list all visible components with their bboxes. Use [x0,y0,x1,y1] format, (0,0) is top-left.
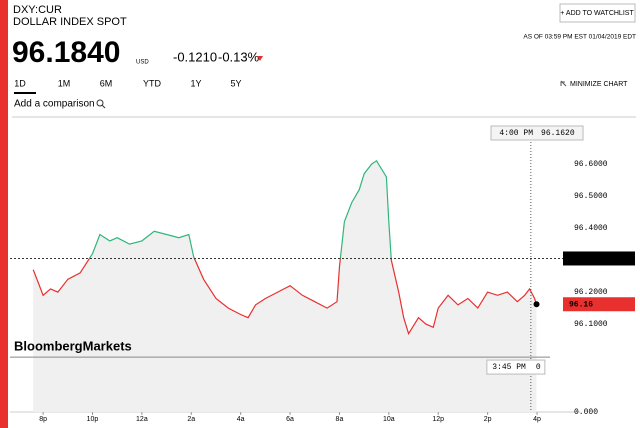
tab[interactable]: YTD [143,78,162,88]
axis-floor-label: 0.000 [574,408,598,417]
instrument-name: DOLLAR INDEX SPOT [13,16,127,28]
watchlist-button[interactable] [559,3,636,23]
last-point [533,301,540,308]
symbol: DXY:CUR [13,4,62,16]
x-tick-label: 2p [484,416,492,423]
crosshair-box [486,359,546,375]
currency: USD [136,60,149,66]
comparison-input[interactable]: Add a comparison [14,99,95,110]
x-tick-label: 6a [286,416,294,423]
x-tick-label: 10a [383,416,395,423]
x-tick-label: 8a [336,416,344,423]
as-of: AS OF 03:59 PM EST 01/04/2019 EDT [523,34,636,41]
tooltip-box [490,125,584,141]
search-icon-handle [101,104,106,109]
plot: 8p 10p 12a 2a 4a 6a 8a 10a 12p 2p 4p 96.1000 96.2000… [10,125,635,423]
x-tick-label: 12p [432,416,444,423]
tab[interactable]: 6M [100,78,113,88]
minimize-chart[interactable]: MINIMIZE CHART [570,81,628,88]
y-tick-label: 96.5000 [574,192,608,201]
watchlist-label[interactable]: + ADD TO WATCHLIST [560,10,634,17]
y-tick-label: 96.1000 [574,320,608,329]
y-tick-label: 96.6000 [574,160,608,169]
search-icon[interactable] [96,99,104,107]
last-value-box [563,297,635,312]
x-tick-label: 12a [136,416,148,423]
minimize-icon[interactable] [560,80,567,87]
crosshair-x-label: 3:45 PM [492,363,526,372]
crosshair-y-label: 0 [536,363,541,372]
last-value-label: 96.16 [569,300,593,309]
x-tick-label: 8p [39,416,47,423]
y-tick-label: 96.2000 [574,288,608,297]
tab[interactable]: 1M [58,78,71,88]
reference-label: 96.3050 [567,255,601,264]
tooltip-value: 96.1620 [541,129,575,138]
change-pct: -0.13% [218,49,260,64]
accent-bar [0,0,8,428]
price: 96.1840 [12,36,120,69]
x-tick-label: 4a [237,416,245,423]
change: -0.1210 [173,49,217,64]
tab[interactable]: 5Y [230,78,241,88]
line [32,159,538,336]
area [33,160,537,412]
y-tick-label: 96.4000 [574,224,608,233]
tab[interactable]: 1D [14,78,26,88]
down-arrow [257,56,263,61]
x-tick-label: 4p [533,416,541,423]
tab[interactable]: 1Y [190,78,201,88]
tooltip-time: 4:00 PM [499,129,533,138]
tabs: 1D 1M 6M YTD 1Y 5Y [14,78,241,88]
x-tick-label: 10p [87,416,99,423]
x-tick-label: 2a [187,416,195,423]
watermark: BloombergMarkets [14,338,132,353]
reference-label-box [563,251,635,266]
